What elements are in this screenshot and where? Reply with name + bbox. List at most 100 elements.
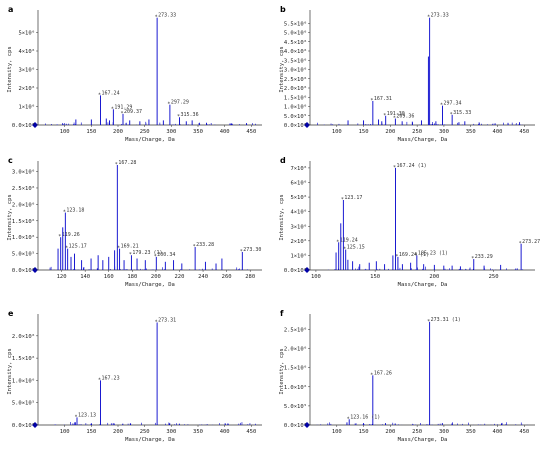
peak-annotation: * 169.24 (1) — [395, 252, 429, 260]
x-tick-label: 120 — [57, 274, 67, 280]
baseline-marker — [32, 122, 38, 128]
x-axis-label: Mass/Charge, Da — [125, 437, 175, 443]
x-tick-label: 300 — [439, 129, 449, 135]
peak-annotation: * 119.26 — [58, 232, 80, 240]
peak-marker: * — [440, 103, 443, 109]
peak-marker: * — [111, 106, 114, 112]
y-tick-label: 2.0×10⁶ — [284, 346, 307, 353]
y-axis-label: Intensity, cps — [7, 348, 13, 394]
y-tick-label: 4.0×10⁶ — [284, 48, 307, 55]
y-axis-label: Intensity, cps — [7, 46, 13, 92]
x-tick-label: 450 — [519, 129, 529, 135]
x-tick-label: 100 — [60, 129, 70, 135]
peak-annotation: * 209.37 — [120, 109, 142, 117]
peak-marker: * — [177, 114, 180, 120]
peak-marker: * — [98, 377, 101, 383]
peak-marker: * — [98, 92, 101, 98]
y-tick-label: 1.5×10⁶ — [12, 218, 35, 225]
peak-marker: * — [117, 246, 120, 252]
peak-annotation: * 191.29 — [111, 104, 133, 112]
x-tick-label: 160 — [104, 274, 114, 280]
peak-annotation: * 233.28 — [193, 242, 215, 250]
peak-marker: * — [65, 246, 68, 252]
x-tick-label: 200 — [385, 129, 395, 135]
peak-annotation: * 233.29 — [471, 254, 493, 262]
baseline-marker — [32, 267, 38, 273]
peak-label: 167.28 — [118, 160, 136, 166]
x-tick-label: 450 — [246, 429, 256, 435]
x-tick-label: 450 — [519, 429, 529, 435]
panel-letter: c — [8, 156, 13, 165]
x-tick-label: 200 — [385, 429, 395, 435]
peak-label: 123.18 — [66, 208, 84, 214]
peak-annotation: * 315.33 — [450, 110, 472, 118]
y-tick-label: 5×10⁶ — [18, 30, 35, 37]
y-tick-label: 0.0×10⁰ — [12, 122, 35, 129]
x-tick-label: 400 — [220, 429, 230, 435]
peak-marker: * — [167, 102, 170, 108]
y-tick-label: 5.0×10⁵ — [12, 400, 35, 407]
peak-annotation: * 125.15 — [343, 245, 365, 253]
y-tick-label: 0.0×10⁰ — [284, 422, 307, 429]
baseline-marker — [304, 122, 310, 128]
y-axis-label: Intensity, cps — [279, 194, 285, 240]
baseline-marker — [304, 422, 310, 428]
peak-label: 200.34 — [157, 252, 175, 258]
spectrum-panel-f: f 0.0×10⁰ 5.0×10⁵ 1.0×10⁶ 1.5×10⁶ 2.0×10⁶ 2.5×… — [279, 309, 535, 443]
peak-label: 167.24 (1) — [397, 163, 427, 169]
peak-annotation: * 209.36 — [393, 114, 415, 122]
peak-marker: * — [155, 15, 158, 21]
peak-label: 185.23 (1) — [418, 250, 448, 256]
peak-label: 119.24 — [340, 237, 358, 243]
y-tick-label: 5.0×10⁵ — [284, 113, 307, 120]
peak-annotation: * 273.33 — [155, 13, 177, 21]
x-tick-label: 100 — [332, 129, 342, 135]
spectrum-panel-e: e 0.0×10⁰ 5.0×10⁵ 1.0×10⁶ 1.5×10⁶ 2.0×10⁶ 100 1… — [7, 309, 262, 443]
peak-label: 273.33 — [431, 13, 449, 19]
peak-label: 191.29 — [114, 104, 132, 110]
peak-label: 273.33 — [158, 13, 176, 19]
spectrum-panel-d: d 0.0×10⁰ 1×10⁶ 2×10⁶ 3×10⁶ 4×10⁶ 5×10⁶ 6×10⁶ 7×… — [279, 156, 540, 288]
x-tick-label: 250 — [140, 129, 150, 135]
peak-label: 169.21 — [121, 244, 139, 250]
y-tick-label: 5×10⁶ — [290, 194, 307, 201]
peak-label: 125.17 — [69, 244, 87, 250]
y-tick-label: 4×10⁶ — [290, 209, 307, 216]
peak-label: 297.29 — [171, 100, 189, 106]
spectrum-panel-a: a 0.0×10⁰ 1×10⁶ 2×10⁶ 3×10⁶ 4×10⁶ 5×10⁶ 100 150 2… — [7, 5, 262, 143]
peak-annotation: * 167.31 — [370, 96, 392, 104]
peak-label: 315.36 — [181, 112, 199, 118]
peak-marker: * — [154, 254, 157, 260]
x-axis-label: Mass/Charge, Da — [398, 137, 448, 143]
spectrum-panel-c: c 0.0×10⁰ 5.0×10⁵ 1.0×10⁶ 1.5×10⁶ 2.0×10⁶ 2.5×… — [7, 156, 262, 288]
x-tick-label: 400 — [220, 129, 230, 135]
y-tick-label: 7×10⁶ — [290, 165, 307, 172]
y-tick-label: 2.0×10⁶ — [284, 85, 307, 92]
x-tick-label: 300 — [166, 129, 176, 135]
y-tick-label: 2.5×10⁶ — [284, 326, 307, 333]
spectrum-panel-b: b 0.0×10⁰ 5.0×10⁵ 1.0×10⁶ 1.5×10⁶ 2.0×10⁶ 2.5×… — [279, 5, 535, 143]
peak-marker: * — [370, 98, 373, 104]
peak-annotation: * 200.34 — [154, 252, 176, 260]
x-tick-label: 100 — [332, 429, 342, 435]
peak-label: 233.28 — [196, 242, 214, 248]
y-tick-label: 3×10⁶ — [290, 223, 307, 230]
y-tick-label: 1.0×10⁶ — [284, 104, 307, 111]
x-tick-label: 350 — [193, 429, 203, 435]
peak-annotation: * 119.24 — [336, 237, 358, 245]
panel-letter: e — [8, 309, 14, 318]
baseline-marker — [32, 422, 38, 428]
x-tick-label: 250 — [412, 129, 422, 135]
x-tick-label: 200 — [113, 129, 123, 135]
peak-marker: * — [471, 256, 474, 262]
peak-marker: * — [450, 112, 453, 118]
y-tick-label: 1.5×10⁶ — [284, 94, 307, 101]
peak-annotation: * 273.27 — [519, 239, 541, 247]
x-tick-label: 100 — [60, 429, 70, 435]
peak-marker: * — [395, 254, 398, 260]
peak-annotation: * 273.33 — [427, 13, 449, 21]
peak-annotation: * 169.21 — [117, 244, 139, 252]
y-tick-label: 2×10⁶ — [18, 85, 35, 92]
peak-marker: * — [393, 165, 396, 171]
